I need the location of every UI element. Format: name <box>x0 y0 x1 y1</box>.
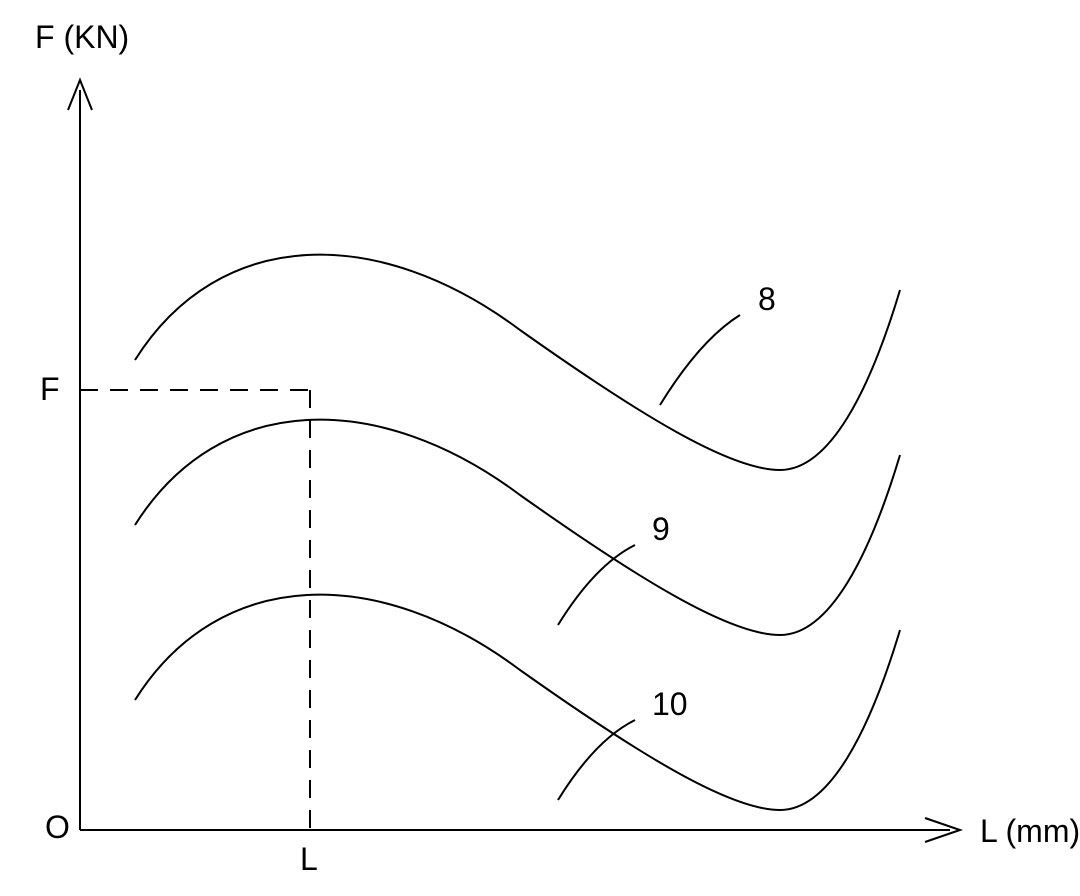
force-displacement-chart: O F (KN) L (mm) F L 8 9 10 <box>0 0 1080 896</box>
curve-10 <box>135 595 900 810</box>
l-ref-label: L <box>300 841 318 877</box>
curve-8 <box>135 255 900 470</box>
curve-9-leader <box>558 545 635 625</box>
curve-10-leader <box>558 720 635 800</box>
f-ref-label: F <box>40 371 60 407</box>
curve-9 <box>135 420 900 635</box>
origin-label: O <box>45 809 70 845</box>
curve-10-label: 10 <box>652 686 688 722</box>
y-axis-label: F (KN) <box>35 19 129 55</box>
curve-8-label: 8 <box>758 281 776 317</box>
curve-9-label: 9 <box>652 511 670 547</box>
curve-8-leader <box>660 315 740 405</box>
x-axis-label: L (mm) <box>980 813 1080 849</box>
